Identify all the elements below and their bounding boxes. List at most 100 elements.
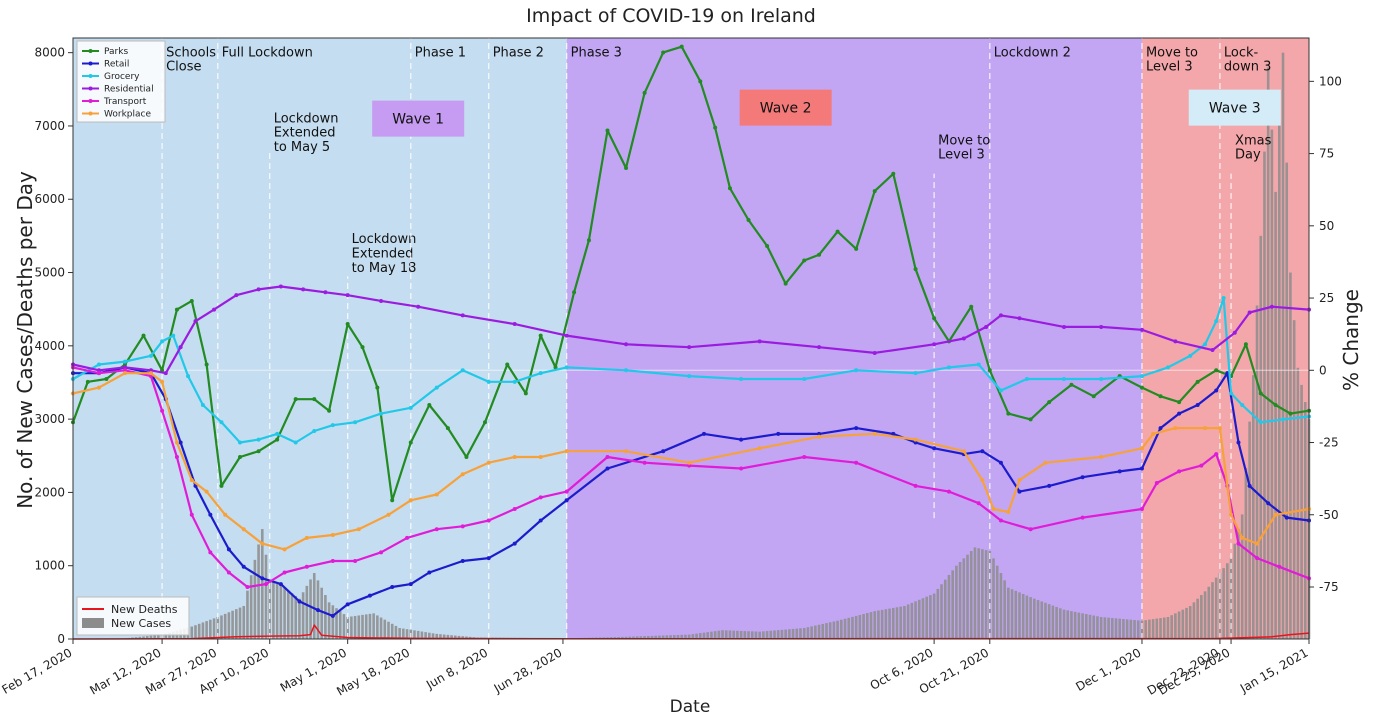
residential-point <box>1270 305 1274 309</box>
new-cases-bar <box>1222 568 1225 639</box>
new-cases-bar <box>328 602 331 639</box>
parks-point <box>1159 394 1163 398</box>
transport-point <box>539 495 543 499</box>
residential-point <box>565 334 569 338</box>
parks-point <box>873 189 877 193</box>
y-left-tick-label: 5000 <box>34 266 65 280</box>
new-cases-bar <box>1048 604 1051 639</box>
parks-point <box>1196 380 1200 384</box>
parks-point <box>747 218 751 222</box>
residential-point <box>873 351 877 355</box>
workplace-point <box>1218 426 1222 430</box>
transport-point <box>227 571 231 575</box>
parks-point <box>142 334 146 338</box>
y-left-tick-label: 0 <box>57 632 65 646</box>
retail-point <box>702 432 706 436</box>
new-cases-bar <box>387 622 390 639</box>
new-cases-bar <box>1233 544 1236 639</box>
workplace-point <box>1017 478 1021 482</box>
parks-point <box>624 166 628 170</box>
retail-point <box>208 513 212 517</box>
transport-point <box>353 559 357 563</box>
new-cases-bar <box>1111 618 1114 639</box>
residential-point <box>1210 348 1214 352</box>
parks-point <box>361 345 365 349</box>
retail-point <box>776 432 780 436</box>
new-cases-bar <box>885 609 888 639</box>
grocery-point <box>379 412 383 416</box>
new-cases-bar <box>770 631 773 639</box>
legend-label: Grocery <box>104 72 140 82</box>
event-label: Phase 2 <box>493 45 544 60</box>
transport-point <box>1081 516 1085 520</box>
new-cases-bar <box>840 620 843 639</box>
residential-point <box>513 322 517 326</box>
residential-point <box>461 313 465 317</box>
retail-point <box>242 565 246 569</box>
new-cases-bar <box>306 586 309 639</box>
residential-point <box>624 342 628 346</box>
grocery-point <box>513 380 517 384</box>
residential-point <box>346 293 350 297</box>
parks-point <box>932 316 936 320</box>
wave-label-1: Wave 1 <box>392 112 444 128</box>
workplace-point <box>123 371 127 375</box>
new-cases-bar <box>862 614 865 639</box>
new-cases-bar <box>1204 591 1207 639</box>
new-cases-bar <box>899 607 902 639</box>
parks-point <box>605 128 609 132</box>
parks-point <box>86 380 90 384</box>
new-cases-bar <box>257 544 260 639</box>
new-cases-bar <box>1152 619 1155 639</box>
new-cases-bar <box>1022 594 1025 639</box>
new-cases-bar <box>1118 619 1121 639</box>
new-cases-bar <box>940 584 943 639</box>
y-left-tick-label: 4000 <box>34 339 65 353</box>
parks-point <box>587 238 591 242</box>
grocery-point <box>802 377 806 381</box>
new-cases-bar <box>1137 620 1140 639</box>
new-cases-bar <box>1040 601 1043 639</box>
retail-point <box>1177 412 1181 416</box>
new-cases-bar <box>358 615 361 639</box>
new-cases-bar <box>1107 618 1110 639</box>
transport-point <box>264 582 268 586</box>
parks-point <box>854 247 858 251</box>
x-axis-label: Date <box>670 697 711 717</box>
new-cases-bar <box>725 630 728 639</box>
retail-point <box>1017 490 1021 494</box>
parks-point <box>505 363 509 367</box>
new-cases-bar <box>1226 563 1229 639</box>
retail-point <box>1248 484 1252 488</box>
transport-point <box>208 550 212 554</box>
grocery-point <box>1214 319 1218 323</box>
new-cases-bar <box>361 615 364 639</box>
new-cases-bar <box>1196 599 1199 639</box>
new-cases-bar <box>1241 514 1244 639</box>
parks-point <box>914 267 918 271</box>
new-cases-bar <box>829 622 832 639</box>
new-cases-bar <box>1245 468 1248 639</box>
parks-point <box>1029 417 1033 421</box>
grocery-point <box>294 441 298 445</box>
transport-point <box>379 550 383 554</box>
retail-point <box>1236 441 1240 445</box>
retail-point <box>346 602 350 606</box>
retail-point <box>390 585 394 589</box>
new-cases-bar <box>736 631 739 639</box>
event-label: Full Lockdown <box>222 45 313 60</box>
new-cases-bar <box>955 566 958 639</box>
workplace-point <box>1240 536 1244 540</box>
new-cases-bar <box>1070 611 1073 639</box>
new-cases-bar <box>729 630 732 639</box>
residential-point <box>193 319 197 323</box>
workplace-point <box>980 478 984 482</box>
transport-point <box>1177 469 1181 473</box>
parks-point <box>572 290 576 294</box>
parks-point <box>784 282 788 286</box>
y-left-tick-label: 7000 <box>34 119 65 133</box>
grocery-point <box>1240 403 1244 407</box>
new-cases-bar <box>198 624 201 639</box>
new-cases-bar <box>1133 620 1136 639</box>
